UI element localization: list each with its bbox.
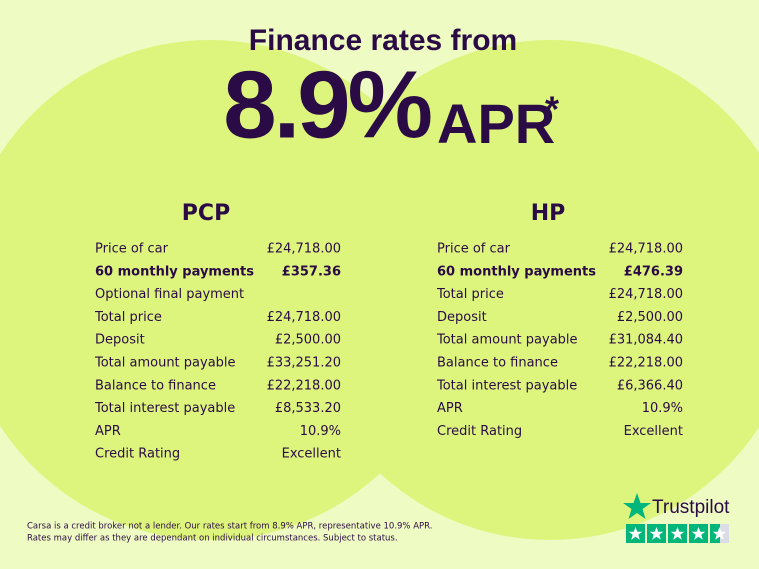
- row-label: APR: [95, 424, 121, 439]
- row-value: 10.9%: [642, 401, 683, 416]
- row-label: Total amount payable: [436, 333, 578, 348]
- row-value: £24,718.00: [267, 310, 341, 325]
- row-value: £476.39: [624, 264, 683, 279]
- row-label: Price of car: [437, 242, 511, 257]
- rate: 8.9%: [223, 51, 430, 158]
- tables: PCP Price of car £24,718.00 60 monthly paym…: [94, 201, 683, 462]
- row-value: £6,366.40: [617, 378, 683, 393]
- row-label: Total price: [436, 287, 504, 302]
- row-value: £357.36: [282, 264, 341, 279]
- row-value: £33,251.20: [267, 356, 341, 371]
- row-value: £22,218.00: [267, 378, 341, 393]
- brand: Trustpilot: [652, 497, 730, 518]
- row-label: Balance to finance: [437, 356, 558, 371]
- headline: Finance rates from: [249, 24, 517, 57]
- row-label: Deposit: [437, 310, 487, 325]
- row-value: £31,084.40: [609, 333, 683, 348]
- row-value: Excellent: [624, 424, 683, 439]
- row-value: £24,718.00: [609, 242, 683, 257]
- row-value: £8,533.20: [275, 401, 341, 416]
- asterisk: *: [545, 89, 559, 130]
- disclaimer: Rates may differ as they are dependant o…: [27, 534, 398, 544]
- row-value: 10.9%: [300, 424, 341, 439]
- plan-title: PCP: [182, 201, 230, 226]
- row-label: Total interest payable: [94, 401, 235, 416]
- row-value: £24,718.00: [267, 242, 341, 257]
- disclaimer: Carsa is a credit broker not a lender. O…: [27, 522, 432, 532]
- row-label: Price of car: [95, 242, 169, 257]
- row-label: Balance to finance: [95, 378, 216, 393]
- row-label: Total amount payable: [94, 356, 236, 371]
- row-label: 60 monthly payments: [437, 264, 596, 279]
- trustpilot-badge: Trustpilot: [623, 493, 730, 543]
- row-label: Optional final payment: [95, 287, 244, 302]
- row-value: £22,218.00: [609, 356, 683, 371]
- row-value: £2,500.00: [617, 310, 683, 325]
- row-label: 60 monthly payments: [95, 264, 254, 279]
- rating-stars: [626, 524, 729, 543]
- rate-unit: APR: [437, 92, 555, 155]
- plan-title: HP: [531, 201, 566, 226]
- row-label: APR: [437, 401, 463, 416]
- row-label: Total price: [94, 310, 162, 325]
- row-label: Credit Rating: [95, 447, 180, 462]
- row-value: £2,500.00: [275, 333, 341, 348]
- row-value: £24,718.00: [609, 287, 683, 302]
- row-label: Total interest payable: [436, 378, 577, 393]
- row-value: Excellent: [282, 447, 341, 462]
- right-circle: [300, 40, 759, 540]
- row-label: Credit Rating: [437, 424, 522, 439]
- logo-star: [623, 493, 651, 519]
- row-label: Deposit: [95, 333, 145, 348]
